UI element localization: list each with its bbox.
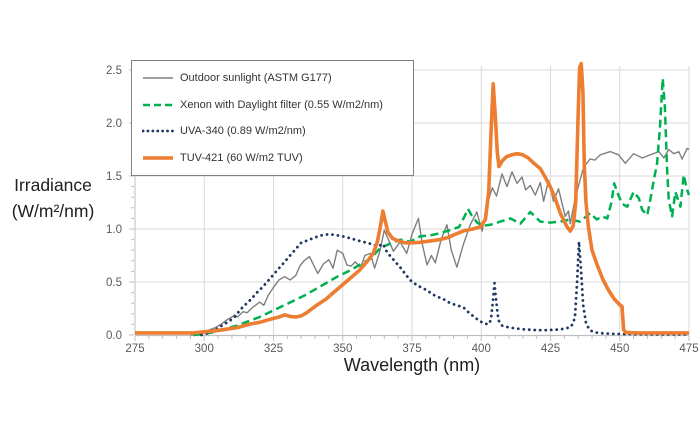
x-tick-label: 425 [541,343,560,355]
series-line-1 [193,77,691,337]
legend-item-xenon: Xenon with Daylight filter (0.55 W/m2/nm… [142,99,407,111]
legend-label: Xenon with Daylight filter (0.55 W/m2/nm… [180,98,383,111]
y-axis-label: Irradiance (W/m²/nm) [0,172,106,225]
y-tick-label: 2.5 [106,65,122,77]
y-tick-label: 2.0 [106,118,122,130]
x-tick-label: 275 [125,343,144,355]
x-tick-label: 300 [195,343,214,355]
series-line-3 [135,61,689,335]
legend-line-sample-dotted-navy-icon [142,129,174,133]
y-tick-label: 0.0 [106,330,122,342]
legend-label: Outdoor sunlight (ASTM G177) [180,72,332,85]
y-tick-label: 1.0 [106,224,122,236]
x-tick-label: 475 [679,343,698,355]
x-tick-labels: 275 300 325 350 375 400 425 450 475 [125,343,698,355]
legend: Outdoor sunlight (ASTM G177) Xenon with … [131,60,414,176]
x-tick-label: 375 [402,343,421,355]
legend-line-sample-dashed-green-icon [143,103,173,106]
series-line-0 [190,147,690,336]
legend-line-sample-solid-gray-icon [143,77,173,79]
x-tick-label: 350 [333,343,352,355]
y-tick-labels: 0.0 0.5 1.0 1.5 2.0 2.5 [106,65,122,342]
x-tick-label: 325 [264,343,283,355]
x-tick-label: 400 [472,343,491,355]
y-axis-label-line1: Irradiance [14,175,92,195]
y-axis-label-line2: (W/m²/nm) [11,201,95,222]
legend-label: TUV-421 (60 W/m2 TUV) [180,151,303,164]
x-axis-label: Wavelength (nm) [343,355,481,375]
legend-line-sample-solid-orange-icon [143,155,173,160]
legend-label: UVA-340 (0.89 W/m2/nm) [180,125,306,138]
y-tick-label: 0.5 [106,277,122,289]
legend-item-outdoor-sunlight: Outdoor sunlight (ASTM G177) [142,72,407,84]
y-tick-label: 1.5 [106,171,122,183]
legend-item-tuv-421: TUV-421 (60 W/m2 TUV) [142,152,407,164]
x-tick-label: 450 [610,343,629,355]
legend-item-uva-340: UVA-340 (0.89 W/m2/nm) [142,125,407,137]
